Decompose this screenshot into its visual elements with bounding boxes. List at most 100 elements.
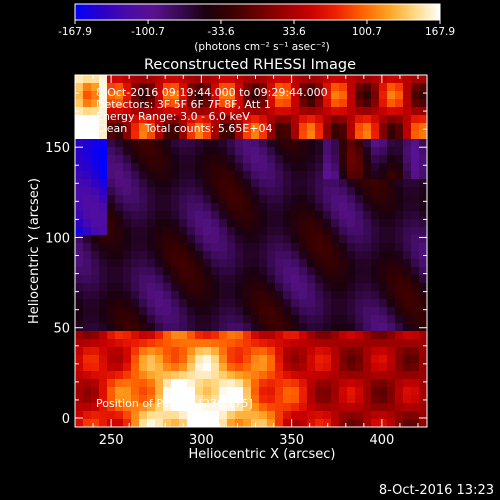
heatmap-cell (83, 115, 92, 124)
heatmap-cell (163, 107, 172, 116)
heatmap-cell (203, 331, 212, 340)
heatmap-cell (363, 139, 372, 148)
heatmap-cell (107, 403, 116, 412)
heatmap-cell (387, 331, 396, 340)
heatmap-cell (339, 163, 348, 172)
heatmap-cell (331, 403, 340, 412)
heatmap-cell (139, 403, 148, 412)
heatmap-cell (251, 155, 260, 164)
heatmap-cell (195, 307, 204, 316)
heatmap-cell (283, 323, 292, 332)
heatmap-cell (395, 235, 404, 244)
heatmap-cell (99, 371, 108, 380)
heatmap-cell (291, 203, 300, 212)
heatmap-cell (355, 251, 364, 260)
x-tick-label: 400 (369, 433, 394, 448)
heatmap-cell (371, 91, 380, 100)
heatmap-cell (283, 211, 292, 220)
heatmap-cell (155, 163, 164, 172)
heatmap-cell (235, 403, 244, 412)
heatmap-cell (123, 419, 132, 428)
heatmap-cell (107, 347, 116, 356)
heatmap-cell (171, 163, 180, 172)
heatmap-cell (99, 131, 108, 140)
heatmap-cell (99, 283, 108, 292)
heatmap-cell (347, 403, 356, 412)
heatmap-cell (419, 91, 428, 100)
heatmap-cell (235, 379, 244, 388)
heatmap-cell (331, 211, 340, 220)
heatmap-cell (323, 115, 332, 124)
heatmap-cell (115, 107, 124, 116)
heatmap-cell (291, 307, 300, 316)
heatmap-cell (307, 347, 316, 356)
heatmap-cell (131, 315, 140, 324)
heatmap-cell (339, 123, 348, 132)
heatmap-cell (147, 171, 156, 180)
heatmap-cell (275, 163, 284, 172)
heatmap-cell (235, 283, 244, 292)
heatmap-cell (179, 275, 188, 284)
heatmap-cell (139, 155, 148, 164)
heatmap-cell (91, 179, 100, 188)
heatmap-cell (275, 323, 284, 332)
heatmap-cell (171, 139, 180, 148)
heatmap-cell (347, 195, 356, 204)
heatmap-cell (155, 363, 164, 372)
heatmap-cell (259, 211, 268, 220)
heatmap-cell (275, 147, 284, 156)
heatmap-cell (99, 179, 108, 188)
heatmap-cell (251, 75, 260, 84)
heatmap-cell (123, 187, 132, 196)
heatmap-cell (275, 307, 284, 316)
heatmap-cell (211, 339, 220, 348)
heatmap-cell (91, 251, 100, 260)
heatmap-cell (203, 219, 212, 228)
heatmap-cell (411, 107, 420, 116)
heatmap-cell (355, 379, 364, 388)
heatmap-cell (195, 227, 204, 236)
heatmap-cell (131, 387, 140, 396)
heatmap-cell (395, 219, 404, 228)
heatmap-cell (83, 339, 92, 348)
heatmap-cell (267, 323, 276, 332)
heatmap-cell (139, 267, 148, 276)
heatmap-cell (363, 99, 372, 108)
heatmap-cell (419, 403, 428, 412)
colorbar-unit-label: (photons cm⁻² s⁻¹ asec⁻²) (194, 41, 329, 53)
heatmap-cell (179, 283, 188, 292)
heatmap-cell (99, 227, 108, 236)
heatmap-cell (363, 363, 372, 372)
heatmap-cell (347, 251, 356, 260)
heatmap-cell (339, 339, 348, 348)
heatmap-cell (275, 219, 284, 228)
heatmap-cell (403, 315, 412, 324)
heatmap-cell (331, 331, 340, 340)
heatmap-cell (387, 147, 396, 156)
heatmap-cell (267, 155, 276, 164)
heatmap-cell (131, 323, 140, 332)
heatmap-cell (275, 179, 284, 188)
heatmap-cell (83, 267, 92, 276)
heatmap-cell (267, 243, 276, 252)
heatmap-cell (187, 243, 196, 252)
heatmap-cell (187, 83, 196, 92)
heatmap-cell (123, 283, 132, 292)
heatmap-cell (291, 155, 300, 164)
heatmap-cell (371, 347, 380, 356)
heatmap-cell (163, 419, 172, 428)
heatmap-cell (283, 83, 292, 92)
heatmap-cell (251, 299, 260, 308)
heatmap-cell (379, 83, 388, 92)
heatmap-cell (331, 195, 340, 204)
heatmap-cell (75, 283, 84, 292)
heatmap-cell (379, 91, 388, 100)
heatmap-cell (195, 195, 204, 204)
heatmap-cell (91, 131, 100, 140)
heatmap-cell (211, 355, 220, 364)
heatmap-cell (139, 243, 148, 252)
colorbar-tick-label: 33.6 (282, 26, 306, 38)
heatmap-cell (147, 195, 156, 204)
heatmap-cell (363, 315, 372, 324)
heatmap-cell (115, 307, 124, 316)
